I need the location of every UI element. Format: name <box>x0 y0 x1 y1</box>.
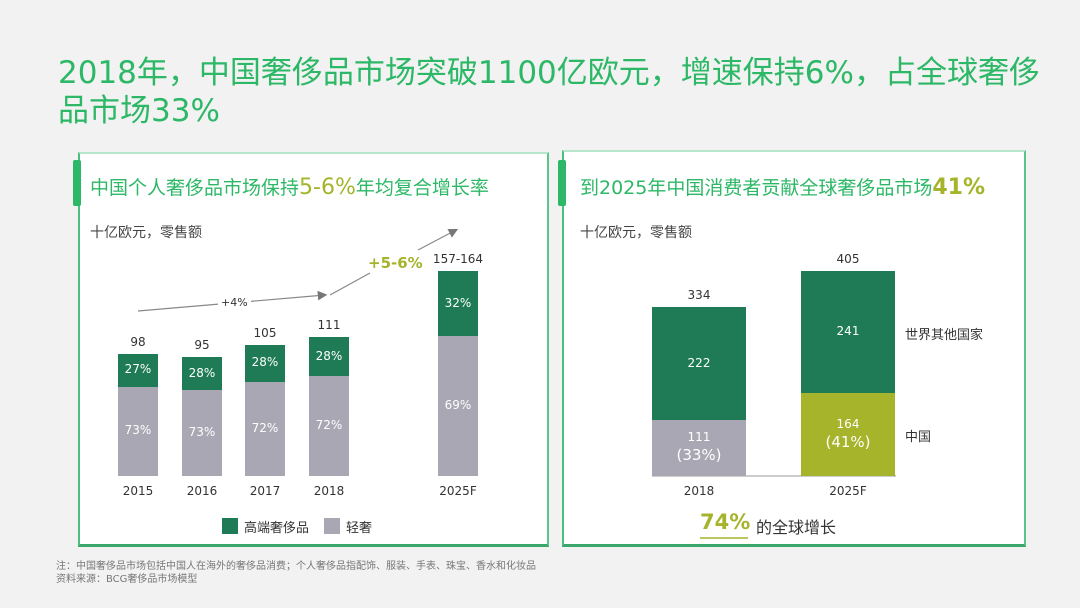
series-label-china: 中国 <box>905 430 932 445</box>
bar-segment-accessible: 73% <box>118 386 158 476</box>
legend-label-accessible: 轻奢 <box>346 521 373 536</box>
bar-segment-accessible: 73% <box>182 390 222 476</box>
bar-segment-high-end: 28% <box>309 337 349 377</box>
x-tick-label: 2018 <box>313 484 345 498</box>
growth-hist-label: +4% <box>218 296 251 309</box>
page-title: 2018年，中国奢侈品市场突破1100亿欧元，增速保持6%，占全球奢侈品市场33… <box>58 55 1040 129</box>
footer-text: 的全球增长 <box>756 518 837 537</box>
bar-total-label: 334 <box>687 287 711 302</box>
left-title-post: 年均复合增长率 <box>355 177 489 199</box>
left-title-pre: 中国个人奢侈品市场保持 <box>90 177 300 199</box>
right-title-pre: 到2025年中国消费者贡献全球奢侈品市场 <box>580 177 933 199</box>
bar-total-label: 111 <box>317 318 341 333</box>
bar-segment-high-end: 32% <box>438 271 478 336</box>
legend-swatch-accessible <box>324 518 340 534</box>
bar-total-label: 405 <box>836 252 860 266</box>
right-title-highlight: 41% <box>932 175 986 200</box>
china-share: (41%) <box>825 432 871 451</box>
bar-segment-rest-of-world: 241 <box>801 271 895 393</box>
x-tick-label: 2017 <box>249 484 281 498</box>
bar-segment-accessible: 72% <box>309 376 349 476</box>
bar-segment-rest-of-world: 222 <box>652 306 746 420</box>
right-panel-title: 到2025年中国消费者贡献全球奢侈品市场41% <box>580 173 985 200</box>
bar-segment-high-end: 28% <box>245 344 285 382</box>
left-title-highlight: 5-6% <box>299 175 356 200</box>
china-share: (33%) <box>676 445 722 464</box>
right-unit-label: 十亿欧元，零售额 <box>580 225 692 241</box>
series-label-rest-of-world: 世界其他国家 <box>905 328 984 343</box>
right-accent-bar <box>558 160 566 206</box>
growth-future-label: +5-6% <box>368 254 423 272</box>
bar-segment-accessible: 72% <box>245 381 285 476</box>
bar-segment-high-end: 28% <box>182 357 222 391</box>
china-value: 111 <box>687 430 711 445</box>
x-tick-label: 2025F <box>829 484 867 498</box>
bar-segment-china: 111 (33%) <box>652 419 746 476</box>
right-panel <box>562 150 1026 547</box>
source-note: 资料来源：BCG奢侈品市场模型 <box>56 574 198 585</box>
bar-total-label: 157-164 <box>432 252 484 266</box>
bar-total-label: 105 <box>253 325 277 340</box>
bar-total-label: 98 <box>130 334 146 349</box>
legend-swatch-high-end <box>222 518 238 534</box>
left-panel-title: 中国个人奢侈品市场保持5-6%年均复合增长率 <box>90 173 489 200</box>
left-unit-label: 十亿欧元，零售额 <box>90 225 202 241</box>
arrow-future <box>417 228 459 251</box>
bar-segment-china: 164 (41%) <box>801 392 895 476</box>
bar-total-label: 95 <box>194 338 210 353</box>
footer-highlight: 74% <box>700 510 751 534</box>
x-tick-label: 2015 <box>122 484 154 498</box>
china-value: 164 <box>836 416 860 431</box>
left-accent-bar <box>73 160 81 206</box>
bar-segment-high-end: 27% <box>118 353 158 387</box>
legend-label-high-end: 高端奢侈品 <box>244 521 310 536</box>
x-tick-label: 2025F <box>439 484 477 498</box>
footnote: 注：中国奢侈品市场包括中国人在海外的奢侈品消费；个人奢侈品指配饰、服装、手表、珠… <box>56 561 536 572</box>
x-tick-label: 2018 <box>683 484 715 498</box>
bar-segment-accessible: 69% <box>438 335 478 476</box>
x-tick-label: 2016 <box>186 484 218 498</box>
